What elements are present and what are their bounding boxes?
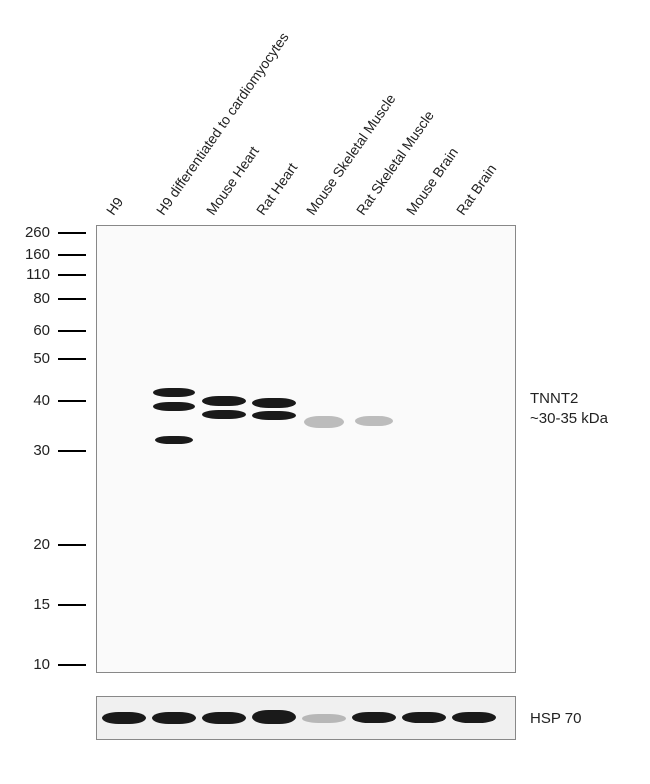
mw-label: 60 [10,322,50,339]
western-blot-figure: H9 H9 differentiated to cardiomyocytes M… [0,0,650,784]
mw-label: 15 [10,596,50,613]
loading-band [152,712,196,724]
blot-band [252,398,296,408]
mw-tick [58,232,86,234]
mw-tick [58,298,86,300]
blot-band [202,410,246,419]
loading-band [202,712,246,724]
blot-band [153,402,195,411]
mw-label: 10 [10,656,50,673]
mw-label: 40 [10,392,50,409]
mw-tick [58,330,86,332]
loading-band [102,712,146,724]
lane-label: H9 [103,194,126,218]
blot-band [304,416,344,428]
lane-label: Rat Brain [453,161,500,218]
mw-tick [58,400,86,402]
mw-label: 30 [10,442,50,459]
blot-band [153,388,195,397]
loading-band [402,712,446,723]
mw-label: 160 [10,246,50,263]
mw-tick [58,358,86,360]
loading-band [252,710,296,724]
mw-label: 50 [10,350,50,367]
mw-tick [58,254,86,256]
mw-tick [58,274,86,276]
blot-band [355,416,393,426]
mw-tick [58,544,86,546]
blot-band [155,436,193,444]
blot-band [252,411,296,420]
lane-label: Mouse Skeletal Muscle [303,91,399,218]
lane-label: Rat Heart [253,160,300,218]
mw-label: 110 [10,266,50,283]
mw-label: 260 [10,224,50,241]
blot-band [202,396,246,406]
mw-label: 20 [10,536,50,553]
loading-band [352,712,396,723]
lane-label: Mouse Brain [403,144,461,218]
mw-tick [58,664,86,666]
loading-band [302,714,346,723]
target-name-label: TNNT2 [530,390,578,407]
target-size-label: ~30-35 kDa [530,410,608,427]
mw-tick [58,450,86,452]
loading-control-label: HSP 70 [530,710,581,727]
mw-tick [58,604,86,606]
mw-label: 80 [10,290,50,307]
main-blot-box [96,225,516,673]
loading-band [452,712,496,723]
